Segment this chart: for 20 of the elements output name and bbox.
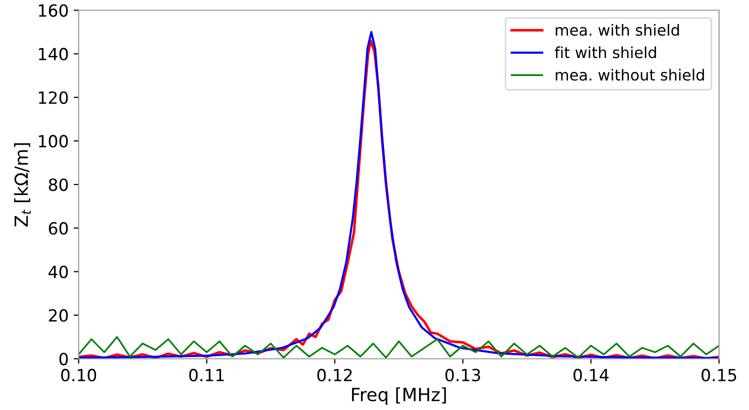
x-tick-label: 0.10 xyxy=(61,368,96,382)
y-tick-label: 40 xyxy=(48,266,68,278)
legend-label: mea. without shield xyxy=(556,68,704,81)
y-axis-title: Z$_{t}$ [kΩ/m] xyxy=(14,143,31,227)
y-tick-label: 100 xyxy=(38,134,68,148)
y-tick-label: 80 xyxy=(48,178,68,192)
y-tick-label: 160 xyxy=(38,4,68,17)
x-tick-label: 0.13 xyxy=(445,368,480,382)
x-tick-label: 0.15 xyxy=(702,368,736,382)
y-tick-label: 60 xyxy=(48,222,68,235)
y-tick-label: 120 xyxy=(38,91,68,104)
x-tick-label: 0.14 xyxy=(574,368,609,382)
legend-label: mea. with shield xyxy=(556,24,679,36)
y-tick-label: 0 xyxy=(59,352,68,366)
x-tick-label: 0.12 xyxy=(317,368,352,382)
y-tick-label: 140 xyxy=(38,48,68,60)
y-tick-label: 20 xyxy=(48,309,68,322)
x-axis-title: Freq [MHz] xyxy=(352,387,446,405)
x-tick-label: 0.11 xyxy=(189,368,224,382)
legend-label: fit with shield xyxy=(554,46,656,58)
